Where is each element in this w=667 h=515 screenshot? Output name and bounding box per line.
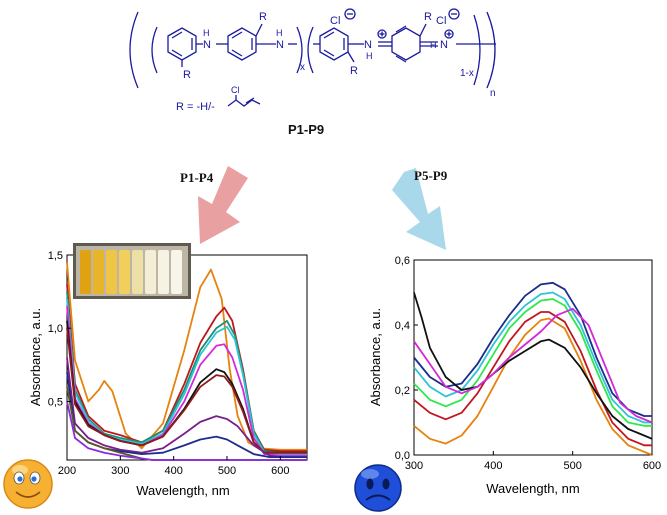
benzene-ring-2 <box>227 27 257 61</box>
left-paren <box>151 26 158 74</box>
x-tick-label: 600 <box>271 465 289 477</box>
y-tick-label: 0,6 <box>395 255 410 267</box>
series-line-0-0 <box>66 262 307 451</box>
butenyl-chain <box>227 99 261 107</box>
r-group-2: R <box>183 69 191 81</box>
series-line-0-6 <box>66 328 307 454</box>
imine-h-1: H <box>366 51 373 61</box>
amine-n-2: N <box>276 39 284 51</box>
left-arrow <box>198 166 248 244</box>
y-tick-label: 0,0 <box>395 450 410 462</box>
series-line-0-7 <box>66 357 307 458</box>
x-axis-label-left: Wavelength, nm <box>136 483 229 498</box>
substituent-definition: R = -H/- <box>176 101 215 113</box>
x-tick-label: 500 <box>218 465 236 477</box>
r-group-4: R <box>424 11 432 23</box>
y-tick-label: 1,5 <box>48 250 63 262</box>
series-line-1-6 <box>413 307 653 424</box>
x-tick-label: 400 <box>164 465 182 477</box>
smiley-face-icon <box>3 459 53 509</box>
x-tick-label: 300 <box>405 460 423 472</box>
left-arrow-label: P1-P4 <box>180 170 214 185</box>
right-big-bracket <box>486 11 496 89</box>
y-axis-label-right: Absorbance, a.u. <box>368 308 383 406</box>
x-axis-label-right: Wavelength, nm <box>486 481 579 496</box>
imine-n-2: N <box>440 39 448 51</box>
right-arrow-label: P5-P9 <box>414 168 448 183</box>
x-tick-label: 400 <box>484 460 502 472</box>
subscript-x: x <box>300 62 305 73</box>
chloride-1: Cl <box>330 15 340 27</box>
minus-charge-2 <box>448 8 460 20</box>
r-group-3: R <box>350 65 358 77</box>
series-line-1-3 <box>413 311 652 447</box>
y-axis-label-left: Absorbance, a.u. <box>28 308 43 406</box>
r-group-1: R <box>259 11 267 23</box>
sad-face-icon <box>354 464 402 512</box>
left-big-bracket <box>129 11 139 89</box>
y-tick-label: 0,5 <box>48 396 63 408</box>
series-line-0-10 <box>66 401 307 461</box>
amine-h-1: H <box>203 28 210 38</box>
y-tick-label: 0,2 <box>395 385 410 397</box>
imine-n-1: N <box>364 39 372 51</box>
y-tick-label: 0,4 <box>395 320 410 332</box>
imine-h-2: H <box>430 40 437 50</box>
plus-charge-1 <box>377 29 387 39</box>
amine-n-1: N <box>203 39 211 51</box>
y-tick-label: 1,0 <box>48 323 63 335</box>
subscript-1-x: 1-x <box>460 68 474 79</box>
series-line-1-4 <box>413 317 653 456</box>
x-tick-label: 600 <box>643 460 661 472</box>
quinoid-ring <box>391 27 421 61</box>
x-tick-label: 300 <box>111 465 129 477</box>
right-arrow <box>392 168 446 250</box>
substituent-chlorine: Cl <box>231 85 240 95</box>
series-line-1-2 <box>413 298 652 427</box>
x-tick-label: 200 <box>58 465 76 477</box>
series-line-1-0 <box>413 281 652 417</box>
mid-paren-close <box>296 26 303 74</box>
amine-h-2: H <box>276 28 283 38</box>
chart-right: 0,0 0,2 0,4 0,6 300 400 500 600 Wavelength, nm… <box>368 255 661 496</box>
polymer-structure <box>129 8 496 107</box>
series-line-1-1 <box>413 291 652 424</box>
plus-charge-2 <box>444 29 454 39</box>
subscript-n: n <box>490 88 496 99</box>
compound-id: P1-P9 <box>288 122 324 137</box>
x-tick-label: 500 <box>563 460 581 472</box>
series-line-0-2 <box>66 291 307 454</box>
minus-charge-1 <box>344 8 356 20</box>
benzene-ring-1 <box>167 27 197 61</box>
chart-left: 0,5 1,0 1,5 200 300 400 500 600 Wavelength, nm… <box>28 243 308 498</box>
vials-photo-inset <box>73 243 191 299</box>
series-line-1-5 <box>413 292 653 440</box>
chloride-2: Cl <box>436 15 446 27</box>
right-paren <box>473 14 481 86</box>
series-line-0-1 <box>66 284 307 453</box>
mid-paren-open <box>307 26 314 74</box>
